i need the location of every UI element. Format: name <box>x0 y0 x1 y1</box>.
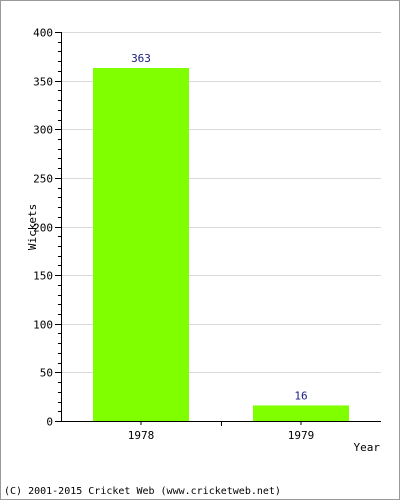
y-tick-label-300: 300 <box>33 124 53 137</box>
data-labels: 363 16 <box>131 52 308 402</box>
data-label-1978: 363 <box>131 52 151 65</box>
y-tick-label-50: 50 <box>40 367 53 380</box>
y-tick-label-100: 100 <box>33 319 53 332</box>
x-axis-ticks: 1978 1979 <box>128 421 315 442</box>
y-tick-label-0: 0 <box>46 416 53 429</box>
data-label-1979: 16 <box>294 389 307 402</box>
bars <box>93 67 349 422</box>
y-axis-ticks: 0 50 100 150 200 250 300 350 400 <box>33 27 61 429</box>
y-tick-label-350: 350 <box>33 76 53 89</box>
y-tick-label-200: 200 <box>33 222 53 235</box>
y-tick-label-150: 150 <box>33 270 53 283</box>
x-tick-label-1978: 1978 <box>128 429 155 442</box>
y-tick-label-250: 250 <box>33 173 53 186</box>
bar-1979 <box>253 405 349 421</box>
x-tick-label-1979: 1979 <box>288 429 315 442</box>
bar-1978 <box>93 67 189 422</box>
y-axis-title: Wickets <box>26 204 39 250</box>
copyright-notice: (C) 2001-2015 Cricket Web (www.cricketwe… <box>4 486 281 497</box>
x-axis-title: Year <box>354 441 381 454</box>
y-tick-label-400: 400 <box>33 27 53 40</box>
